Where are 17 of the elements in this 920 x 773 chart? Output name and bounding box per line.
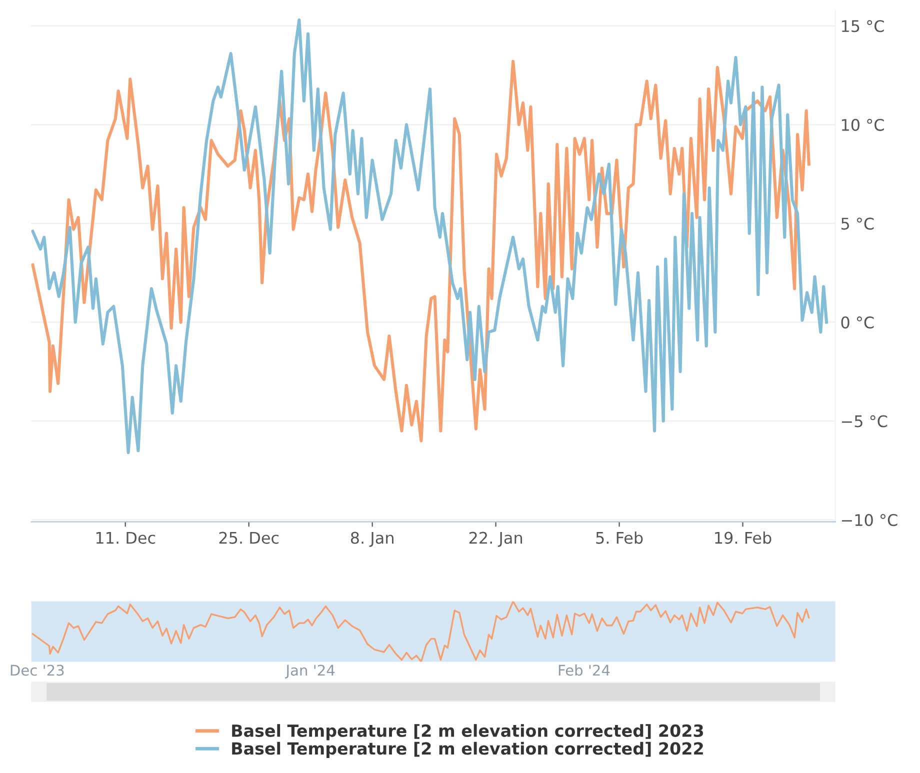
x-tick-label: 22. Jan (469, 532, 522, 547)
x-tick-label: 8. Jan (350, 532, 394, 547)
y-tick-label: −10 °C (842, 514, 898, 526)
x-tick-label: 5. Feb (596, 531, 643, 544)
y-tick-label: 10 °C (842, 118, 884, 131)
x-tick-label: 11. Dec (96, 532, 156, 544)
y-tick-label: −5 °C (842, 415, 888, 428)
legend-label: Basel Temperature [2 m elevation corrected] 2022 (232, 742, 703, 758)
x-tick-label: Dec '23 (10, 664, 64, 676)
legend-label: Basel Temperature [2 m elevation corrected] 2023 (232, 724, 704, 740)
y-tick-label: 5 °C (841, 218, 874, 230)
y-tick-label: 15 °C (842, 20, 884, 32)
x-tick-label: 19. Feb (715, 531, 772, 544)
x-tick-label: Feb '24 (558, 664, 610, 676)
x-tick-label: Jan '24 (284, 664, 335, 678)
y-tick-label: 0 °C (841, 316, 874, 329)
x-tick-label: 25. Dec (219, 532, 279, 544)
